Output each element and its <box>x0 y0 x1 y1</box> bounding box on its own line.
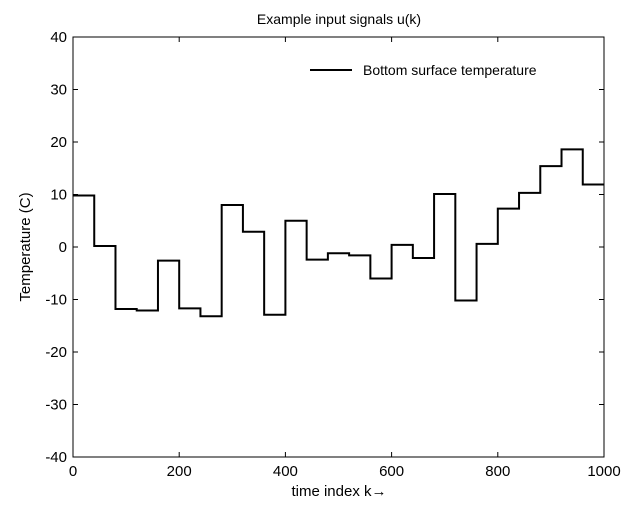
x-tick-label: 1000 <box>587 463 620 480</box>
x-tick-label: 800 <box>485 463 510 480</box>
axis-tick-labels: 0 200 400 600 800 1000 -40 -30 -20 -10 0 10 20 30 40 <box>45 29 620 480</box>
x-tick-label: 200 <box>167 463 192 480</box>
plot-frame <box>72 36 605 458</box>
x-tick-label: 0 <box>69 463 77 480</box>
y-axis-label: Temperature (C) <box>17 192 34 301</box>
x-tick-label: 400 <box>273 463 298 480</box>
y-tick-label: -40 <box>45 449 67 466</box>
legend-label: Bottom surface temperature <box>363 62 537 78</box>
y-tick-label: -10 <box>45 292 67 309</box>
y-tick-label: 0 <box>59 239 67 256</box>
chart-title: Example input signals u(k) <box>257 11 421 27</box>
y-tick-label: 10 <box>50 187 67 204</box>
series-line-bottom-surface-temperature <box>73 148 604 318</box>
y-tick-label: 40 <box>50 29 67 46</box>
y-tick-label: 30 <box>50 82 67 99</box>
x-axis-label: time index k→ <box>291 483 386 500</box>
axis-ticks <box>72 36 605 458</box>
legend: Bottom surface temperature <box>310 62 537 78</box>
y-tick-label: -20 <box>45 344 67 361</box>
y-tick-label: 20 <box>50 134 67 151</box>
y-tick-label: -30 <box>45 397 67 414</box>
x-tick-label: 600 <box>379 463 404 480</box>
